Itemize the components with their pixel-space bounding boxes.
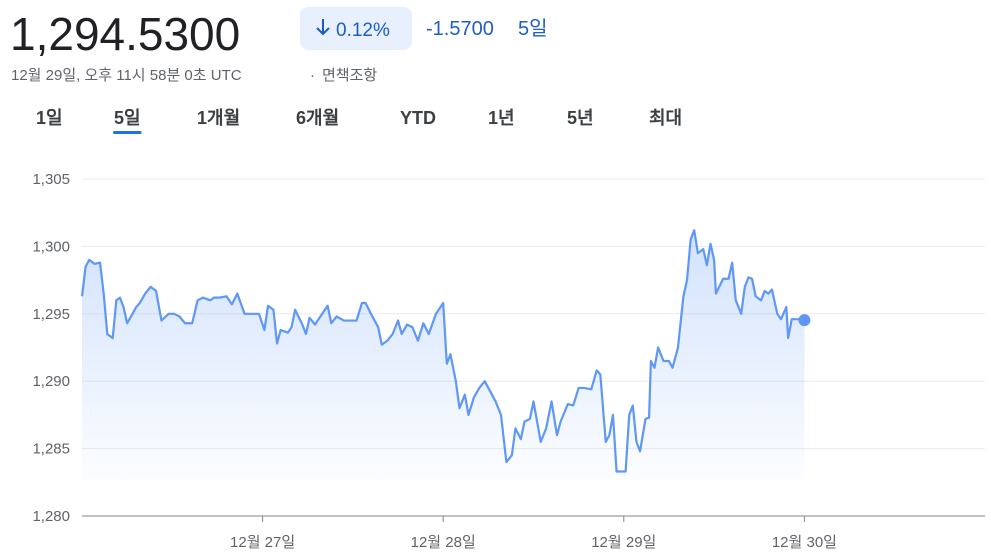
chart: 1,280 1,285 1,290 1,295 1,300 1,305 12월 27일 12월…: [32, 171, 985, 551]
range-tabs: 1일 5일 1개월 6개월 YTD 1년 5년 최대: [36, 108, 682, 134]
range-tab[interactable]: 1년: [488, 108, 515, 128]
down-arrow-icon: [316, 19, 330, 36]
y-tick-label: 1,280: [32, 508, 70, 525]
tab-underline: [113, 131, 142, 134]
y-tick-label: 1,295: [32, 306, 70, 323]
x-tick-label: 12월 28일: [411, 534, 476, 551]
x-tick-label: 12월 30일: [772, 534, 837, 551]
change-badge: [300, 7, 412, 50]
range-tab[interactable]: 최대: [649, 108, 682, 128]
range-tab[interactable]: 1일: [36, 108, 63, 128]
y-tick-label: 1,305: [32, 171, 70, 188]
timestamp: 12월 29일, 오후 11시 58분 0초 UTC: [11, 67, 242, 84]
disclaimer-link[interactable]: 면책조항: [322, 67, 377, 84]
x-tick-label: 12월 27일: [230, 534, 295, 551]
x-tick-label: 12월 29일: [591, 534, 656, 551]
last-point: [798, 314, 811, 327]
range-tab[interactable]: 5일: [114, 108, 141, 128]
area-fill: [82, 230, 805, 480]
y-tick-label: 1,290: [32, 373, 70, 390]
price: 1,294.5300: [10, 8, 240, 60]
change-percent: 0.12%: [336, 20, 390, 41]
range-tab[interactable]: 1개월: [197, 108, 240, 128]
range-tab[interactable]: 6개월: [296, 108, 339, 128]
y-tick-label: 1,300: [32, 238, 70, 255]
change-value: -1.5700: [426, 18, 494, 40]
price-line: [80, 229, 805, 473]
range-tab[interactable]: YTD: [400, 108, 436, 128]
range-tab[interactable]: 5년: [567, 108, 594, 128]
change-period: 5일: [518, 17, 548, 40]
separator: ·: [310, 67, 315, 84]
y-tick-label: 1,285: [32, 441, 70, 458]
